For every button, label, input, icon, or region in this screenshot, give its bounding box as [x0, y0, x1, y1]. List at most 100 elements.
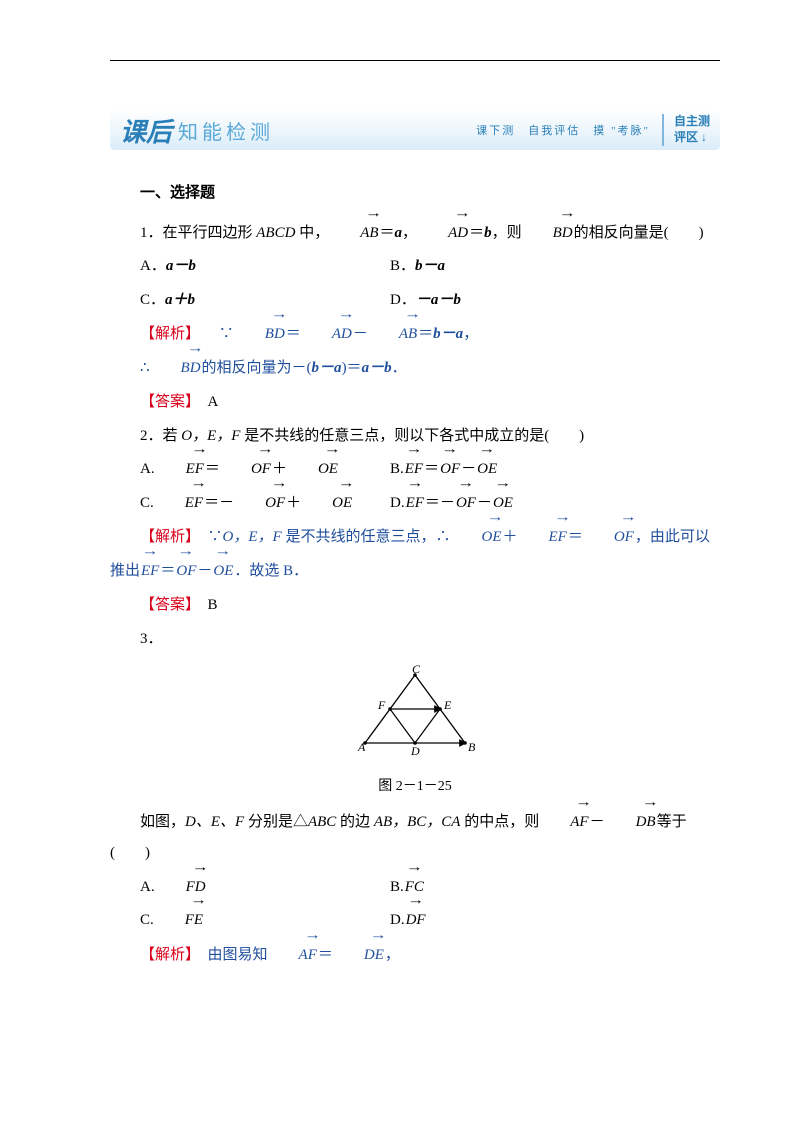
- arrow-icon: →: [326, 928, 391, 941]
- var-b: b: [484, 225, 492, 241]
- answer-label: 【答案】: [140, 596, 193, 613]
- arrow-icon: →: [598, 795, 663, 808]
- t: DE: [364, 947, 384, 963]
- top-rule: [110, 60, 720, 61]
- arrow-icon: →: [213, 442, 278, 455]
- optC-val: a＋b: [165, 292, 195, 308]
- vec-BD: →BD: [235, 319, 285, 351]
- eq: ＝: [204, 495, 219, 511]
- comma: ，: [463, 326, 478, 342]
- arrow-icon: →: [515, 206, 580, 219]
- eq: ＝: [469, 225, 484, 241]
- arrow-icon: →: [403, 893, 429, 906]
- optB-label: B.: [390, 879, 404, 895]
- neg: －: [440, 495, 455, 511]
- arrow-icon: →: [280, 442, 345, 455]
- label-E: E: [443, 698, 452, 712]
- q1-abcd: ABCD: [256, 225, 295, 241]
- answer-value: B: [208, 597, 218, 613]
- q3-row-CD: C.→FE D.→DF: [110, 905, 720, 937]
- def: D、E、F: [185, 814, 244, 830]
- arrow-icon: →: [453, 476, 479, 489]
- comma: ，: [402, 225, 417, 241]
- arrow-icon: →: [148, 442, 211, 455]
- vec-BD-text: BD: [181, 360, 201, 376]
- q3-num: 3．: [110, 624, 720, 656]
- minus: －: [590, 814, 605, 830]
- t: OE: [332, 495, 352, 511]
- arrow-icon: →: [403, 476, 427, 489]
- vec-OF: →OF: [584, 522, 634, 554]
- vec-DE: →DE: [334, 940, 384, 972]
- vec-AF: →AF: [540, 807, 588, 839]
- vec-OE: →OE: [302, 488, 352, 520]
- arrow-icon: →: [402, 860, 427, 873]
- header-title-sub: 知能检测: [178, 116, 274, 145]
- optA-label: A．: [140, 258, 166, 274]
- eq: ＝: [318, 947, 333, 963]
- sides: AB，BC，CA: [374, 814, 461, 830]
- t: EF: [141, 563, 159, 579]
- arrow-icon: →: [474, 442, 500, 455]
- plus: ＋: [502, 529, 517, 545]
- label-F: F: [377, 698, 386, 712]
- answer-label: 【答案】: [140, 393, 193, 410]
- eq: )＝: [342, 360, 362, 376]
- q1-mid2: 则: [507, 225, 522, 241]
- q2-answer: 【答案】 B: [110, 589, 720, 622]
- var-a: a: [395, 225, 403, 241]
- mid1: 分别是△: [244, 814, 308, 830]
- optD-val: －a－b: [416, 292, 461, 308]
- mid3: 的中点，则: [460, 814, 539, 830]
- optD-label: D.: [390, 495, 405, 511]
- header-right-box: 自主测 评区 ↓: [662, 114, 710, 145]
- t: AF: [299, 947, 317, 963]
- q1-analysis-line2: ∴→BD的相反向量为－(b－a)＝a－b．: [110, 353, 720, 385]
- q2-optC: C.→EF＝－→OF＋→OE: [110, 488, 390, 520]
- eq: ＝: [286, 326, 301, 342]
- arrow-icon: →: [490, 476, 516, 489]
- vec-EF: →EF: [406, 488, 424, 520]
- therefore: ∴: [140, 360, 150, 376]
- optC-label: C．: [140, 292, 165, 308]
- vec-EF: →EF: [141, 556, 159, 588]
- eq: ＝: [568, 529, 583, 545]
- t: OE: [213, 563, 233, 579]
- arrow-icon: →: [227, 307, 292, 320]
- comma: ，: [492, 225, 507, 241]
- vec-AB: →AB: [330, 218, 378, 250]
- vec-AB: →AB: [369, 319, 417, 351]
- t: OF: [176, 563, 196, 579]
- q1-optB: B．b－a: [390, 251, 720, 283]
- arrow-icon: →: [402, 442, 426, 455]
- text: 由图易知: [208, 947, 268, 963]
- eq: ＝: [425, 495, 440, 511]
- minus: －: [353, 326, 368, 342]
- pre: 如图，: [140, 814, 185, 830]
- label-C: C: [412, 665, 421, 676]
- q3-optB: B.→FC: [390, 872, 720, 904]
- period: ．: [392, 360, 407, 376]
- vec-BD-text: BD: [553, 225, 573, 241]
- arrow-icon: →: [148, 893, 211, 906]
- arrow-icon: →: [444, 510, 509, 523]
- vec-BD: →BD: [523, 218, 573, 250]
- arrow-icon: →: [362, 307, 425, 320]
- vec-EF: →EF: [519, 522, 567, 554]
- page: 课后 知能检测 课下测 自我评估 摸 "考脉" 自主测 评区 ↓ 一、选择题 1…: [0, 0, 800, 1013]
- eq: ＝: [418, 326, 433, 342]
- t: DF: [406, 912, 426, 928]
- q1-mid1: 中，: [295, 225, 329, 241]
- optA-val: a－b: [166, 258, 196, 274]
- q2-optB: B.→EF＝→OF－→OE: [390, 454, 720, 486]
- label-B: B: [468, 740, 476, 754]
- arrow-icon: →: [295, 476, 360, 489]
- vec-BD: →BD: [151, 353, 201, 385]
- optB-label: B.: [390, 461, 404, 477]
- vec-AB-text: AB: [399, 326, 417, 342]
- expr: a－b: [362, 360, 392, 376]
- q3-analysis: 【解析】 由图易知→AF＝→DE，: [110, 939, 720, 972]
- t: OE: [481, 529, 501, 545]
- text: 推出: [110, 563, 140, 579]
- q1-tail: 的相反向量是( ): [574, 225, 704, 241]
